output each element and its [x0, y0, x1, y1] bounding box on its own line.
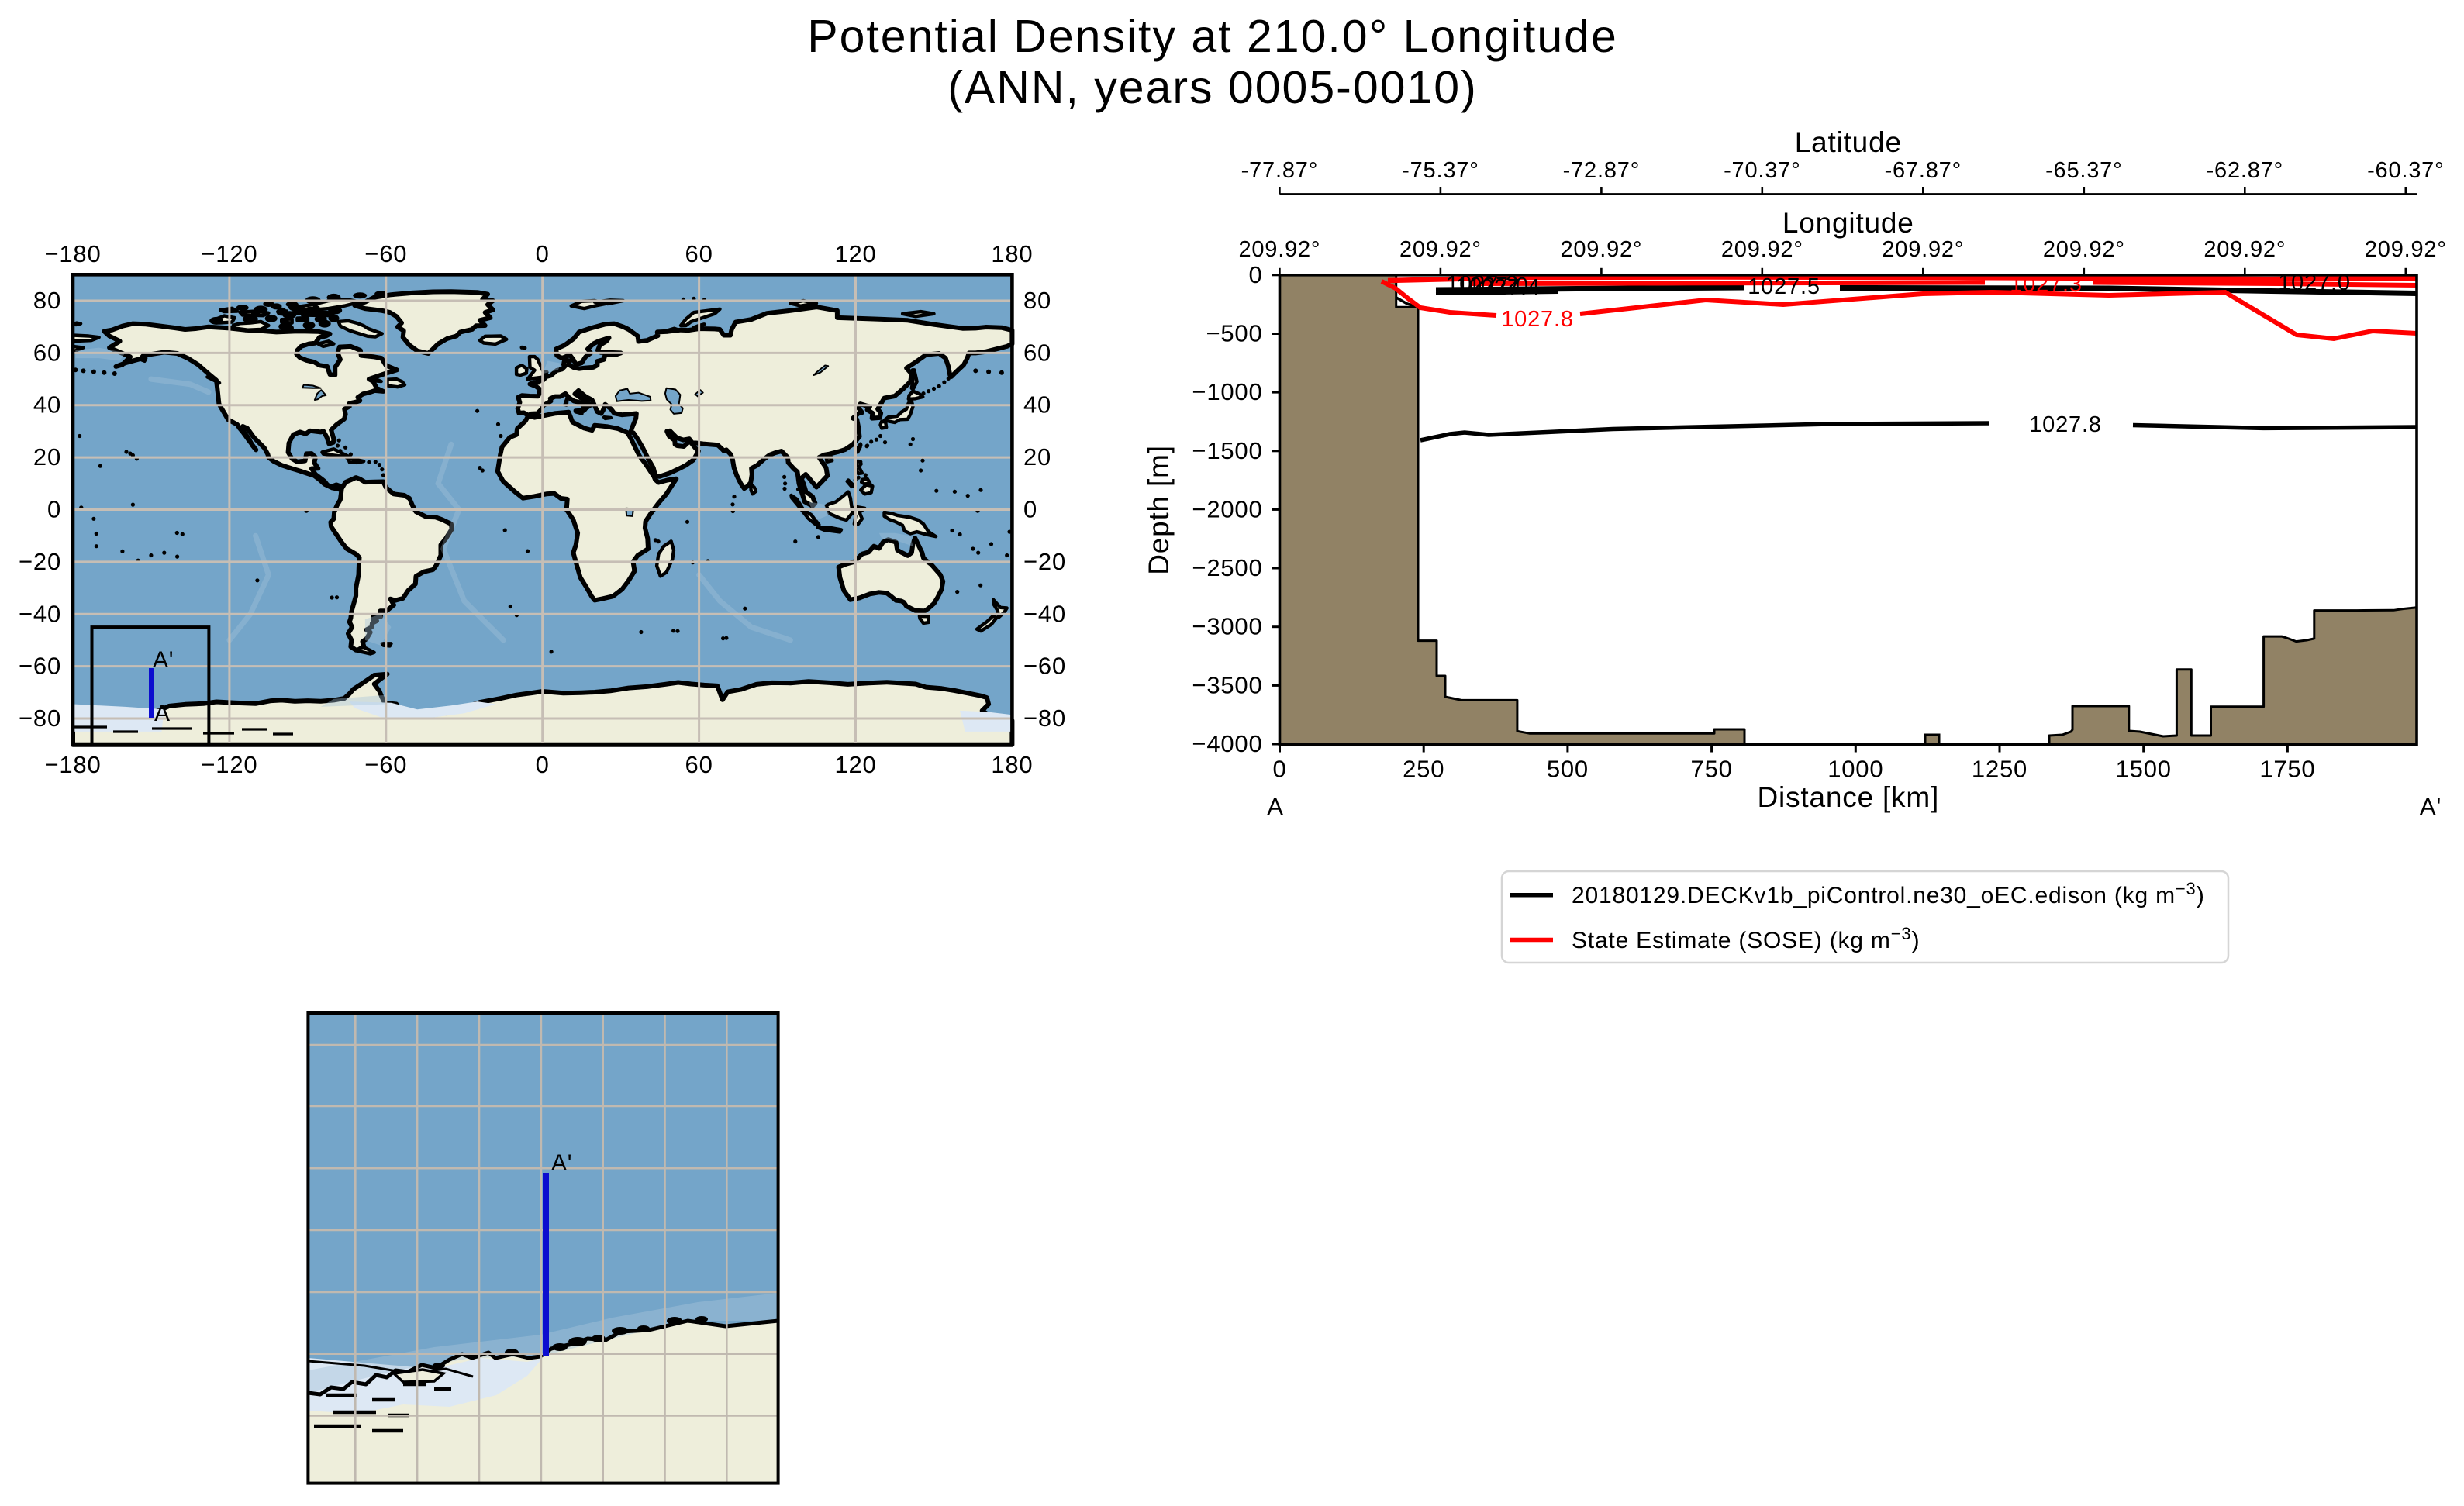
svg-text:750: 750: [1691, 756, 1733, 783]
svg-text:1750: 1750: [2259, 756, 2315, 783]
svg-text:-70.37°: -70.37°: [1724, 158, 1800, 183]
svg-text:60: 60: [685, 240, 713, 267]
svg-text:Latitude: Latitude: [1795, 126, 1902, 158]
svg-text:60: 60: [33, 339, 61, 366]
svg-text:-77.87°: -77.87°: [1241, 158, 1318, 183]
svg-text:120: 120: [834, 240, 876, 267]
svg-text:−2000: −2000: [1192, 495, 1262, 522]
svg-text:40: 40: [1023, 391, 1051, 419]
svg-text:60: 60: [685, 751, 713, 778]
svg-text:Potential Density at 210.0° Lo: Potential Density at 210.0° Longitude: [807, 11, 1618, 62]
svg-text:A': A': [153, 647, 174, 673]
svg-text:−120: −120: [201, 240, 257, 267]
svg-text:−80: −80: [1023, 705, 1066, 732]
svg-text:A: A: [1267, 793, 1283, 820]
svg-text:−60: −60: [19, 653, 61, 680]
svg-text:40: 40: [33, 391, 61, 419]
svg-text:209.92°: 209.92°: [1238, 237, 1320, 262]
svg-text:0: 0: [536, 751, 550, 778]
svg-text:20: 20: [33, 443, 61, 470]
svg-text:80: 80: [1023, 287, 1051, 314]
svg-text:0: 0: [536, 240, 550, 267]
svg-text:−2500: −2500: [1192, 554, 1262, 581]
svg-text:209.92°: 209.92°: [2043, 237, 2125, 262]
svg-text:1027.5: 1027.5: [1748, 274, 1820, 299]
svg-text:−60: −60: [1023, 653, 1066, 680]
svg-text:20: 20: [1023, 443, 1051, 470]
svg-text:−1000: −1000: [1192, 378, 1262, 405]
svg-text:1027.8: 1027.8: [1501, 307, 1574, 332]
svg-text:-65.37°: -65.37°: [2045, 158, 2122, 183]
svg-text:A': A': [551, 1150, 572, 1176]
svg-text:Longitude: Longitude: [1782, 207, 1914, 239]
svg-text:−20: −20: [19, 548, 61, 575]
svg-text:−500: −500: [1206, 320, 1262, 347]
svg-text:120: 120: [834, 751, 876, 778]
svg-text:-72.87°: -72.87°: [1563, 158, 1640, 183]
svg-text:209.92°: 209.92°: [2203, 237, 2286, 262]
svg-text:−80: −80: [19, 705, 61, 732]
svg-text:A': A': [2420, 793, 2442, 820]
svg-text:1027.8: 1027.8: [2029, 412, 2102, 437]
svg-text:-67.87°: -67.87°: [1885, 158, 1962, 183]
svg-text:1027.0: 1027.0: [1456, 274, 1529, 298]
svg-text:A: A: [154, 701, 171, 726]
svg-text:-62.87°: -62.87°: [2207, 158, 2283, 183]
svg-text:-75.37°: -75.37°: [1402, 158, 1479, 183]
svg-text:−180: −180: [44, 751, 101, 778]
svg-text:1250: 1250: [1972, 756, 2027, 783]
svg-text:Distance [km]: Distance [km]: [1758, 781, 1940, 813]
svg-text:180: 180: [991, 751, 1033, 778]
svg-text:80: 80: [33, 287, 61, 314]
svg-text:−3000: −3000: [1192, 613, 1262, 640]
svg-text:−3500: −3500: [1192, 671, 1262, 698]
svg-text:State Estimate (SOSE) (kg m−3): State Estimate (SOSE) (kg m−3): [1572, 924, 1920, 953]
svg-text:1500: 1500: [2116, 756, 2172, 783]
svg-text:−180: −180: [44, 240, 101, 267]
svg-text:−4000: −4000: [1192, 730, 1262, 757]
svg-text:0: 0: [1272, 756, 1286, 783]
svg-text:209.92°: 209.92°: [1399, 237, 1482, 262]
svg-text:500: 500: [1547, 756, 1589, 783]
svg-text:250: 250: [1403, 756, 1444, 783]
svg-text:20180129.DECKv1b_piControl.ne3: 20180129.DECKv1b_piControl.ne30_oEC.edis…: [1572, 879, 2205, 908]
svg-text:−60: −60: [364, 240, 407, 267]
svg-text:−120: −120: [201, 751, 257, 778]
svg-text:0: 0: [47, 496, 61, 523]
svg-text:60: 60: [1023, 339, 1051, 366]
svg-text:209.92°: 209.92°: [1721, 237, 1803, 262]
svg-text:Depth [m]: Depth [m]: [1143, 445, 1175, 575]
svg-text:−60: −60: [364, 751, 407, 778]
svg-text:180: 180: [991, 240, 1033, 267]
svg-text:209.92°: 209.92°: [1560, 237, 1642, 262]
svg-text:−20: −20: [1023, 548, 1066, 575]
svg-text:209.92°: 209.92°: [1882, 237, 1964, 262]
svg-text:-60.37°: -60.37°: [2367, 158, 2444, 183]
svg-text:0: 0: [1023, 496, 1037, 523]
svg-text:(ANN, years 0005-0010): (ANN, years 0005-0010): [947, 62, 1477, 113]
svg-text:1027.4: 1027.4: [1468, 275, 1541, 300]
svg-text:209.92°: 209.92°: [2365, 237, 2447, 262]
svg-text:0: 0: [1248, 261, 1262, 288]
svg-text:−40: −40: [19, 600, 61, 627]
svg-text:−40: −40: [1023, 600, 1066, 627]
svg-text:1000: 1000: [1827, 756, 1883, 783]
svg-text:−1500: −1500: [1192, 437, 1262, 464]
